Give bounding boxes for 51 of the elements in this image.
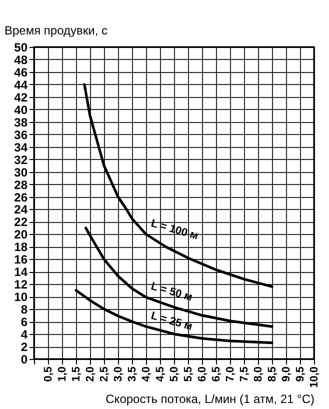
x-tick-label: 4,5 [154, 366, 166, 382]
y-tick-label: 48 [14, 52, 28, 67]
y-tick-label: 4 [20, 328, 28, 342]
y-tick-label: 2 [20, 340, 28, 354]
x-tick-label: 4,0 [140, 366, 152, 382]
y-tick-label: 12 [14, 278, 28, 292]
y-tick-label: 20 [14, 228, 28, 242]
x-tick-label: 6,5 [210, 366, 222, 382]
y-tick-label: 30 [14, 165, 28, 180]
x-tick-label: 2,0 [84, 366, 96, 382]
x-tick-label: 9,5 [294, 366, 306, 382]
y-tick-label: 32 [14, 152, 28, 167]
x-tick-label: 7,0 [224, 366, 236, 382]
x-tick-label: 7,5 [238, 366, 250, 382]
x-tick-label: 3,5 [126, 366, 138, 382]
x-tick-label: 2,5 [98, 366, 110, 382]
y-tick-label: 26 [14, 190, 28, 204]
x-tick-label: 1,5 [70, 366, 82, 382]
y-tick-label: 36 [14, 128, 28, 142]
x-tick-label: 3,0 [112, 366, 124, 382]
x-tick-label: 6,0 [196, 366, 208, 382]
y-tick-label: 24 [14, 202, 28, 217]
x-tick-label: 1,0 [56, 366, 68, 382]
y-tick-label: 10 [14, 290, 28, 304]
y-axis-title: Время продувки, с [4, 24, 108, 38]
y-tick-label: 16 [14, 252, 28, 267]
x-tick-label: 5,0 [168, 366, 180, 382]
y-tick-label: 34 [14, 140, 28, 154]
y-tick-label: 22 [14, 215, 28, 230]
y-tick-label: 8 [20, 302, 28, 317]
y-tick-label: 42 [14, 90, 28, 104]
y-tick-label: 46 [14, 65, 28, 80]
y-tick-label: 14 [14, 265, 28, 280]
y-tick-label: 38 [14, 115, 28, 130]
x-tick-label: 10,0 [308, 366, 320, 388]
y-tick-label: 18 [14, 240, 28, 254]
x-tick-label: 0,5 [42, 366, 54, 382]
y-tick-label: 0 [20, 352, 28, 366]
x-tick-label: 8,5 [266, 366, 278, 382]
annotation: L = 100 м [150, 217, 200, 242]
y-tick-label: 50 [14, 40, 28, 54]
annotation: L = 50 м [150, 280, 194, 304]
y-tick-label: 44 [14, 78, 28, 92]
annotation: L = 25 м [150, 310, 194, 334]
y-tick-label: 40 [14, 102, 28, 117]
y-tick-label: 28 [14, 178, 28, 192]
x-tick-label: 9,0 [280, 366, 292, 382]
y-tick-label: 6 [20, 315, 28, 330]
x-tick-label: 5,5 [182, 366, 194, 382]
x-tick-label: 8,0 [252, 366, 264, 382]
x-axis-title: Скорость потока, L/мин (1 атм, 21 °C) [106, 392, 314, 406]
